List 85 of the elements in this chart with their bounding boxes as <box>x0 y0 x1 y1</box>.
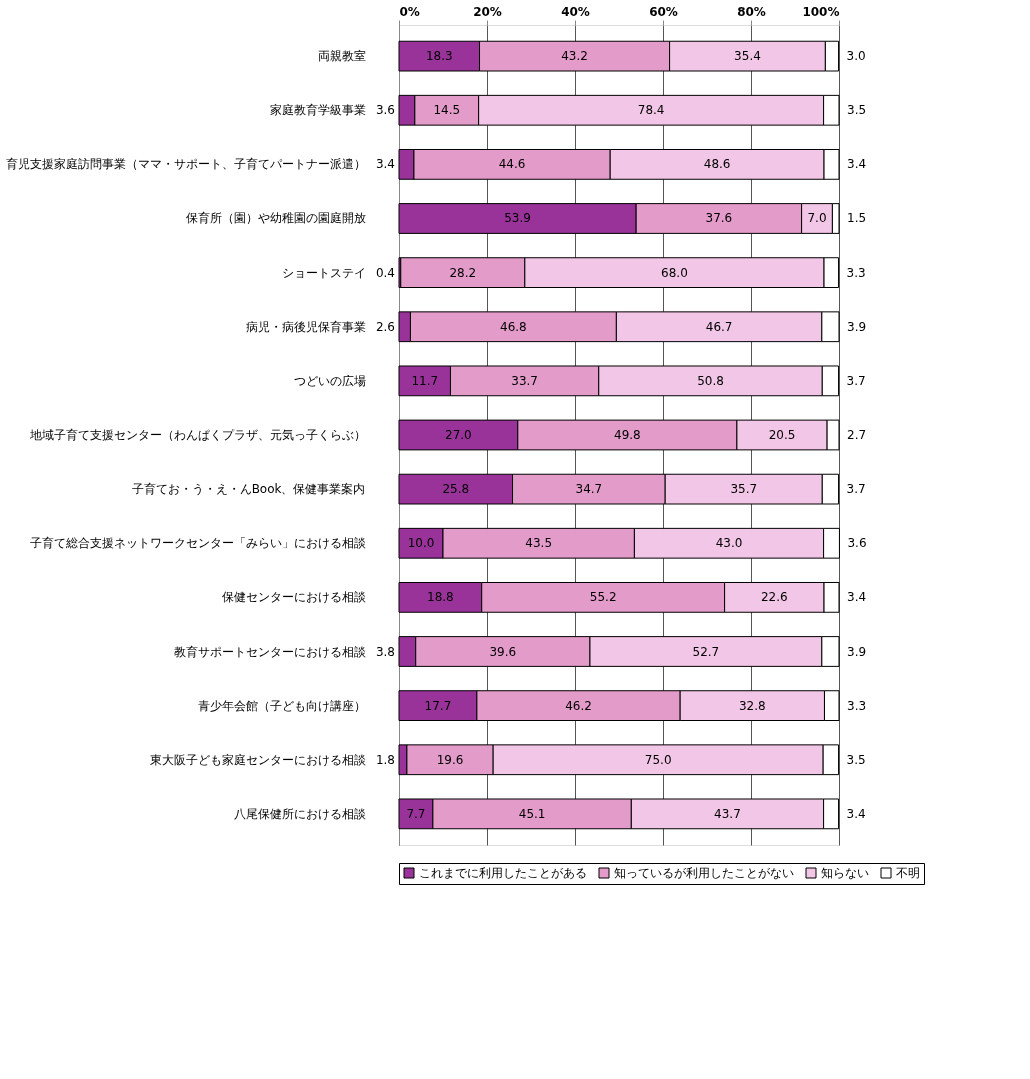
data-label: 68.0 <box>661 265 688 280</box>
data-label: 32.8 <box>738 698 766 713</box>
data-label: 20.5 <box>768 428 796 442</box>
data-label: 18.8 <box>427 590 454 605</box>
data-label: 18.3 <box>425 49 453 64</box>
data-label: 3.9 <box>847 644 867 659</box>
data-label: 46.2 <box>565 698 592 713</box>
data-label: 28.2 <box>449 265 477 280</box>
y-tick-label: 青少年会館（子ども向け講座） <box>197 698 366 713</box>
data-label: 35.7 <box>730 482 758 497</box>
y-tick-label: 家庭教育学級事業 <box>269 103 366 118</box>
y-tick-label: 育児支援家庭訪問事業（ママ・サポート、子育てパートナー派遣） <box>5 157 366 172</box>
data-label: 3.0 <box>846 49 866 64</box>
data-label: 53.9 <box>504 211 531 226</box>
data-label: 25.8 <box>442 482 470 497</box>
data-label: 3.6 <box>375 103 395 118</box>
data-label: 2.7 <box>847 428 867 442</box>
data-label: 3.8 <box>375 644 395 659</box>
data-label: 50.8 <box>697 373 724 388</box>
data-label: 46.7 <box>705 319 733 334</box>
data-label: 34.7 <box>575 482 603 497</box>
data-label: 3.4 <box>847 157 867 172</box>
y-tick-label: 教育サポートセンターにおける相談 <box>173 644 366 659</box>
x-tick-label: 100% <box>802 4 840 19</box>
data-label: 0.4 <box>375 265 395 280</box>
data-label: 27.0 <box>445 428 472 442</box>
y-tick-label: 病児・病後児保育事業 <box>245 319 366 334</box>
legend-label: 知っているが利用したことがない <box>614 866 794 880</box>
data-label: 19.6 <box>436 752 464 767</box>
x-tick-label: 40% <box>561 4 590 19</box>
y-tick-label: ショートステイ <box>281 265 366 280</box>
y-tick-label: 八尾保健所における相談 <box>233 806 366 821</box>
data-label: 3.7 <box>846 373 866 388</box>
data-label: 22.6 <box>760 590 788 605</box>
data-label: 2.6 <box>375 319 395 334</box>
data-label: 3.3 <box>846 265 866 280</box>
data-label: 78.4 <box>637 103 665 118</box>
data-label: 7.0 <box>807 211 827 226</box>
data-label: 46.8 <box>500 319 527 334</box>
data-label: 43.0 <box>715 536 743 551</box>
data-label: 44.6 <box>498 157 526 172</box>
data-label: 11.7 <box>411 373 439 388</box>
data-label: 7.7 <box>406 806 426 821</box>
legend-label: これまでに利用したことがある <box>419 866 587 880</box>
data-label: 3.4 <box>375 157 395 172</box>
data-label: 48.6 <box>703 157 731 172</box>
y-tick-label: 両親教室 <box>317 49 366 64</box>
data-label: 75.0 <box>644 752 672 767</box>
data-label: 1.8 <box>375 752 395 767</box>
data-label: 35.4 <box>734 49 761 64</box>
y-tick-label: 子育て総合支援ネットワークセンター「みらい」における相談 <box>29 536 366 551</box>
data-label: 52.7 <box>692 644 720 659</box>
x-tick-label: 0% <box>399 4 420 19</box>
data-label: 3.6 <box>847 536 867 551</box>
data-label: 45.1 <box>518 806 546 821</box>
data-label: 17.7 <box>424 698 452 713</box>
y-tick-label: 東大阪子ども家庭センターにおける相談 <box>149 752 366 767</box>
x-tick-label: 20% <box>473 4 502 19</box>
x-tick-label: 60% <box>649 4 678 19</box>
y-tick-label: 保育所（園）や幼稚園の園庭開放 <box>185 211 366 226</box>
data-label: 1.5 <box>847 211 867 226</box>
data-label: 33.7 <box>511 373 538 388</box>
data-label: 14.5 <box>433 103 461 118</box>
data-label: 3.5 <box>847 103 867 118</box>
data-label: 43.7 <box>714 806 741 821</box>
data-label: 49.8 <box>614 428 641 442</box>
data-label: 10.0 <box>407 536 435 551</box>
data-label: 3.5 <box>846 752 866 767</box>
data-label: 43.5 <box>525 536 553 551</box>
data-label: 43.2 <box>561 49 588 64</box>
y-tick-label: つどいの広場 <box>293 373 366 388</box>
data-label: 39.6 <box>489 644 517 659</box>
legend-label: 知らない <box>821 866 869 880</box>
y-tick-label: 地域子育て支援センター（わんぱくプラザ、元気っ子くらぶ） <box>28 428 366 442</box>
data-label: 3.4 <box>846 806 866 821</box>
data-label: 37.6 <box>705 211 733 226</box>
data-label: 3.4 <box>847 590 867 605</box>
legend-label: 不明 <box>896 866 920 880</box>
y-tick-label: 子育てお・う・え・んBook、保健事業案内 <box>131 482 366 497</box>
data-label: 55.2 <box>589 590 617 605</box>
data-label: 3.9 <box>847 319 867 334</box>
data-label: 3.3 <box>847 698 867 713</box>
y-tick-label: 保健センターにおける相談 <box>221 590 366 605</box>
x-tick-label: 80% <box>737 4 766 19</box>
data-label: 3.7 <box>846 482 866 497</box>
